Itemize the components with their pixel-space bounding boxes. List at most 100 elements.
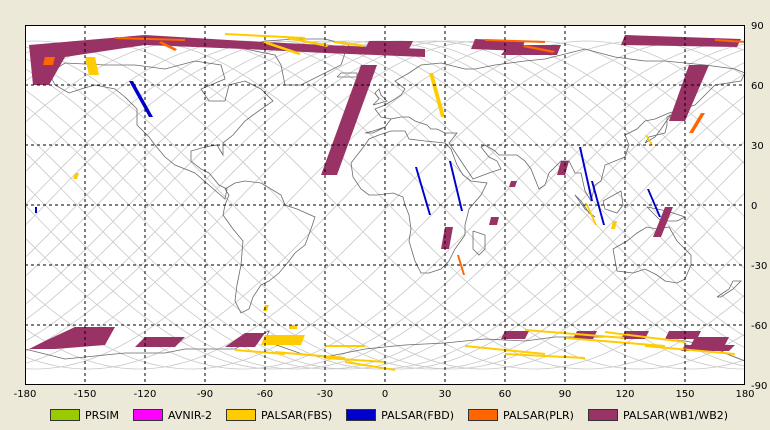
- latitude-tick-label: -30: [751, 261, 767, 272]
- observation-swaths: [29, 33, 745, 371]
- longitude-tick-label: 90: [559, 389, 572, 400]
- legend-item-palsar-fbs: PALSAR(FBS): [225, 409, 332, 422]
- longitude-tick-labels: -180 -150 -120 -90 -60 -30 0 30 60 90 120 150 180: [14, 389, 755, 400]
- observation-swath: [621, 35, 741, 47]
- observation-swath: [43, 57, 55, 65]
- observation-swath: [415, 167, 431, 215]
- longitude-tick-label: 120: [615, 389, 634, 400]
- legend-item-palsar-fbd: PALSAR(FBD): [346, 409, 454, 422]
- observation-swath: [115, 37, 185, 41]
- orbit-track: [25, 40, 745, 364]
- map-frame: [25, 25, 745, 385]
- longitude-tick-label: -120: [134, 389, 157, 400]
- observation-swath: [235, 349, 285, 355]
- observation-swath: [501, 331, 529, 339]
- observation-swath: [73, 173, 79, 179]
- observation-swath: [225, 33, 305, 39]
- legend-swatch: [468, 409, 499, 421]
- observation-swath: [325, 345, 365, 347]
- legend-item-prsim: PRSIM: [50, 409, 119, 422]
- legend: PRSIM AVNIR-2 PALSAR(FBS) PALSAR(FBD) PA…: [0, 400, 770, 430]
- observation-swath: [525, 329, 625, 339]
- legend-swatch: [346, 409, 377, 421]
- observation-swath: [689, 113, 705, 133]
- observation-swath: [645, 345, 735, 355]
- observation-swath: [263, 41, 301, 55]
- map-panel: -180 -150 -120 -90 -60 -30 0 30 60 90 120 150 180 90…: [14, 21, 768, 400]
- observation-swath: [35, 207, 37, 213]
- observation-swath: [585, 203, 597, 225]
- longitude-tick-label: 180: [735, 389, 754, 400]
- legend-item-palsar-plr: PALSAR(PLR): [468, 409, 574, 422]
- observation-swath: [485, 39, 545, 43]
- latitude-tick-label: 0: [751, 201, 757, 212]
- observation-swath: [321, 65, 377, 175]
- coastline: [372, 88, 388, 106]
- longitude-tick-label: -60: [257, 389, 273, 400]
- longitude-tick-label: 150: [675, 389, 694, 400]
- world-map: -180 -150 -120 -90 -60 -30 0 30 60 90 120 150 180 90…: [14, 21, 768, 400]
- legend-label: PALSAR(FBD): [381, 408, 455, 422]
- observation-swath: [669, 65, 709, 121]
- coastline: [602, 190, 624, 214]
- observation-swath: [261, 335, 305, 345]
- longitude-tick-label: -150: [74, 389, 97, 400]
- longitude-tick-label: -180: [14, 389, 37, 400]
- observation-swath: [489, 217, 499, 225]
- coastline: [716, 280, 742, 298]
- observation-swath: [225, 333, 265, 347]
- orbit-track: [25, 40, 745, 367]
- legend-swatch: [50, 409, 80, 421]
- longitude-tick-label: 0: [382, 389, 388, 400]
- latitude-tick-labels: 90 60 30 0 -30 -60 -90: [751, 21, 767, 392]
- legend-label: AVNIR-2: [168, 408, 212, 422]
- coastline: [364, 48, 746, 203]
- observation-swath: [457, 255, 465, 275]
- orbit-track: [25, 40, 745, 370]
- observation-swath: [653, 207, 673, 237]
- longitude-tick-label: 30: [439, 389, 452, 400]
- observation-swath: [365, 41, 413, 49]
- observation-swath: [345, 361, 395, 371]
- observation-swath: [509, 181, 517, 187]
- longitude-tick-label: 60: [499, 389, 512, 400]
- observation-swath: [565, 337, 665, 347]
- orbit-track: [25, 40, 745, 370]
- legend-item-palsar-wb: PALSAR(WB1/WB2): [587, 408, 729, 422]
- observation-swath: [645, 135, 653, 145]
- orbit-track: [25, 40, 745, 370]
- orbit-track: [25, 40, 745, 362]
- observation-swath: [289, 325, 297, 329]
- observation-swath: [691, 337, 729, 345]
- latitude-tick-label: 60: [751, 81, 764, 92]
- coastline: [243, 38, 350, 86]
- latitude-tick-label: 90: [751, 21, 764, 32]
- orbit-track: [25, 73, 745, 370]
- legend-label: PALSAR(WB1/WB2): [622, 408, 729, 422]
- observation-swath: [275, 351, 345, 359]
- observation-swath: [29, 327, 115, 349]
- observation-swath: [665, 331, 701, 339]
- observation-swath: [579, 147, 593, 201]
- observation-swath: [557, 161, 569, 175]
- legend-label: PALSAR(PLR): [503, 408, 574, 422]
- longitude-tick-label: -90: [197, 389, 213, 400]
- orbit-track: [25, 61, 745, 370]
- observation-swath: [159, 41, 177, 51]
- observation-swath: [523, 45, 555, 53]
- longitude-tick-label: -30: [317, 389, 333, 400]
- observation-swath: [449, 161, 463, 211]
- observation-swath: [611, 221, 617, 229]
- observation-swath: [429, 73, 445, 117]
- observation-swath: [647, 189, 661, 217]
- latitude-tick-label: 30: [751, 141, 764, 152]
- latitude-tick-label: -60: [751, 321, 767, 332]
- observation-swath: [591, 181, 605, 225]
- observation-swath: [715, 39, 745, 43]
- legend-item-avnir2: AVNIR-2: [133, 409, 212, 422]
- legend-label: PRSIM: [85, 408, 119, 422]
- latitude-tick-label: -90: [751, 381, 767, 392]
- coastline: [472, 230, 486, 256]
- coastline: [222, 180, 316, 314]
- coastline: [644, 114, 672, 144]
